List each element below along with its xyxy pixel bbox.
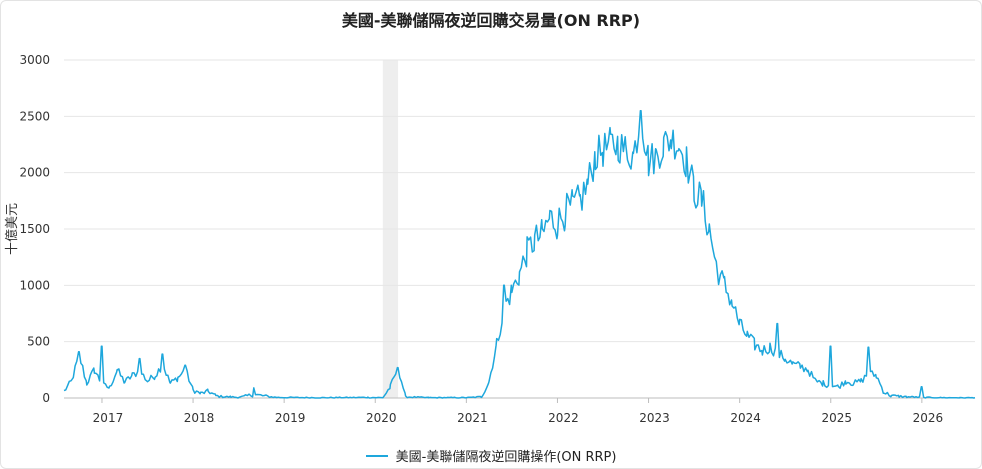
x-tick-label: 2024 bbox=[730, 411, 761, 425]
chart-title: 美國-美聯儲隔夜逆回購交易量(ON RRP) bbox=[341, 11, 641, 30]
x-tick-label: 2019 bbox=[275, 411, 306, 425]
legend-label: 美國-美聯儲隔夜逆回購操作(ON RRP) bbox=[395, 450, 617, 465]
x-tick-label: 2017 bbox=[93, 411, 124, 425]
x-axis-ticks: 2017 2018 2019 2020 2021 2022 2023 2024 2025 2026 bbox=[93, 398, 943, 425]
y-tick-label: 1500 bbox=[19, 222, 50, 236]
x-tick-label: 2022 bbox=[548, 411, 579, 425]
legend-swatch bbox=[365, 454, 388, 457]
x-tick-label: 2023 bbox=[639, 411, 670, 425]
y-tick-label: 2000 bbox=[19, 166, 50, 180]
x-tick-label: 2018 bbox=[184, 411, 215, 425]
series-line bbox=[63, 109, 976, 399]
y-axis-ticks: 0 500 1000 1500 2000 2500 3000 bbox=[19, 53, 50, 405]
x-tick-label: 2021 bbox=[457, 411, 488, 425]
y-tick-label: 1000 bbox=[19, 278, 50, 292]
x-tick-label: 2020 bbox=[366, 411, 397, 425]
y-tick-label: 3000 bbox=[19, 53, 50, 67]
y-tick-label: 0 bbox=[42, 391, 50, 405]
legend[interactable]: 美國-美聯儲隔夜逆回購操作(ON RRP) bbox=[0, 446, 982, 465]
x-tick-label: 2025 bbox=[821, 411, 852, 425]
y-tick-label: 2500 bbox=[19, 109, 50, 123]
y-axis-label: 十億美元 bbox=[4, 203, 20, 255]
y-tick-label: 500 bbox=[27, 335, 50, 349]
x-tick-label: 2026 bbox=[913, 411, 944, 425]
gridlines bbox=[64, 59, 975, 399]
